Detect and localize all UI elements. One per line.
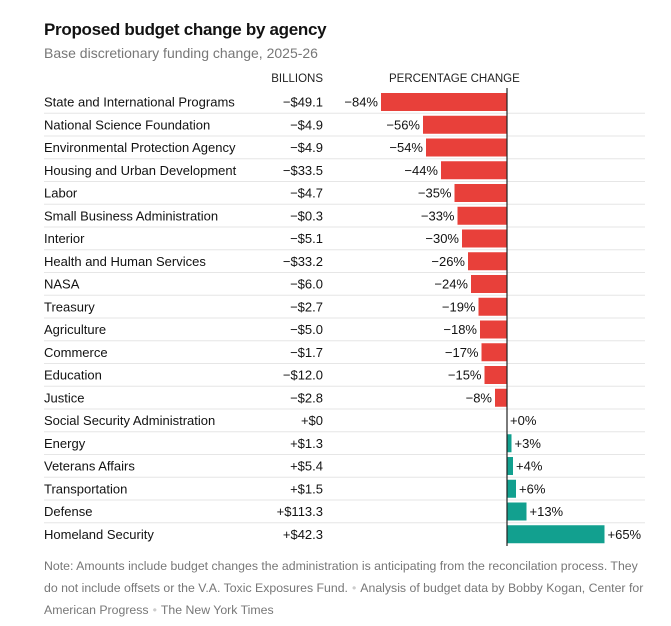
billions-label: −$33.5 <box>283 163 323 178</box>
percent-label: −18% <box>443 322 477 337</box>
bar <box>484 366 507 384</box>
billions-label: −$5.0 <box>290 322 323 337</box>
billions-label: −$49.1 <box>283 95 323 110</box>
billions-label: −$4.9 <box>290 117 323 132</box>
percent-label: −44% <box>404 163 438 178</box>
bar <box>454 184 507 202</box>
percent-label: +6% <box>519 481 546 496</box>
bar <box>507 434 512 453</box>
bar <box>480 320 507 339</box>
category-label: Veterans Affairs <box>44 459 135 474</box>
billions-label: −$0.3 <box>290 208 323 223</box>
category-label: National Science Foundation <box>44 117 210 132</box>
percent-label: −56% <box>386 117 420 132</box>
category-label: Commerce <box>44 345 108 360</box>
percent-label: −84% <box>344 95 378 110</box>
billions-label: +$1.5 <box>290 481 323 496</box>
category-label: Homeland Security <box>44 527 154 542</box>
bar <box>457 206 507 225</box>
category-label: Defense <box>44 504 92 519</box>
percent-label: −30% <box>425 231 459 246</box>
category-label: NASA <box>44 277 80 292</box>
percent-label: −8% <box>466 390 493 405</box>
billions-label: −$6.0 <box>290 277 323 292</box>
billions-label: −$2.7 <box>290 299 323 314</box>
bar <box>507 525 605 544</box>
category-label: Labor <box>44 186 78 201</box>
billions-header: BILLIONS <box>271 73 323 85</box>
billions-label: +$5.4 <box>290 459 323 474</box>
category-label: Health and Human Services <box>44 254 206 269</box>
percent-label: +13% <box>530 504 564 519</box>
percent-label: +4% <box>516 459 543 474</box>
billions-label: −$12.0 <box>283 368 323 383</box>
billions-label: −$2.8 <box>290 390 323 405</box>
category-label: Transportation <box>44 481 127 496</box>
bar <box>441 161 507 180</box>
bar <box>468 252 507 271</box>
bar <box>423 115 507 134</box>
percent-label: −33% <box>421 208 455 223</box>
bar <box>471 275 507 293</box>
chart-subtitle: Base discretionary funding change, 2025-… <box>44 45 318 61</box>
bar <box>481 343 507 362</box>
percent-label: +65% <box>608 527 642 542</box>
billions-label: −$4.9 <box>290 140 323 155</box>
percent-label: +3% <box>515 436 542 451</box>
chart-note: Note: Amounts include budget changes the… <box>44 555 654 621</box>
billions-label: +$1.3 <box>290 436 323 451</box>
billions-label: +$113.3 <box>277 504 323 519</box>
bar <box>462 229 507 248</box>
bar <box>478 297 507 316</box>
source-text: Analysis of budget data by Bobby Kogan, … <box>44 581 644 617</box>
billions-label: −$33.2 <box>283 254 323 269</box>
billions-label: −$4.7 <box>290 186 323 201</box>
percent-label: −24% <box>434 277 468 292</box>
category-label: Energy <box>44 436 86 451</box>
category-label: Housing and Urban Development <box>44 163 237 178</box>
category-label: Justice <box>44 390 84 405</box>
percent-label: −19% <box>442 299 476 314</box>
category-label: Education <box>44 368 102 383</box>
category-label: Small Business Administration <box>44 208 218 223</box>
category-label: Agriculture <box>44 322 106 337</box>
bar <box>426 138 507 157</box>
bar <box>507 479 516 498</box>
note-text: Note: Amounts include budget changes the… <box>44 559 638 595</box>
billions-label: −$1.7 <box>290 345 323 360</box>
billions-label: −$5.1 <box>290 231 323 246</box>
bar <box>381 93 507 111</box>
bar <box>507 457 513 475</box>
separator-dot: • <box>152 603 157 617</box>
category-label: Treasury <box>44 299 95 314</box>
chart-title: Proposed budget change by agency <box>44 20 327 39</box>
billions-label: +$42.3 <box>283 527 323 542</box>
percent-label: −15% <box>448 368 482 383</box>
category-label: Social Security Administration <box>44 413 215 428</box>
category-label: Interior <box>44 231 85 246</box>
bar <box>507 502 527 521</box>
percent-header: PERCENTAGE CHANGE <box>389 73 520 85</box>
percent-label: −17% <box>445 345 479 360</box>
category-label: Environmental Protection Agency <box>44 140 236 155</box>
separator-dot: • <box>351 581 357 595</box>
percent-label: −26% <box>431 254 465 269</box>
percent-label: +0% <box>510 413 537 428</box>
category-label: State and International Programs <box>44 95 235 110</box>
billions-label: +$0 <box>301 413 323 428</box>
percent-label: −54% <box>389 140 423 155</box>
bar <box>495 388 507 407</box>
credit-text: The New York Times <box>160 603 274 617</box>
percent-label: −35% <box>418 186 452 201</box>
